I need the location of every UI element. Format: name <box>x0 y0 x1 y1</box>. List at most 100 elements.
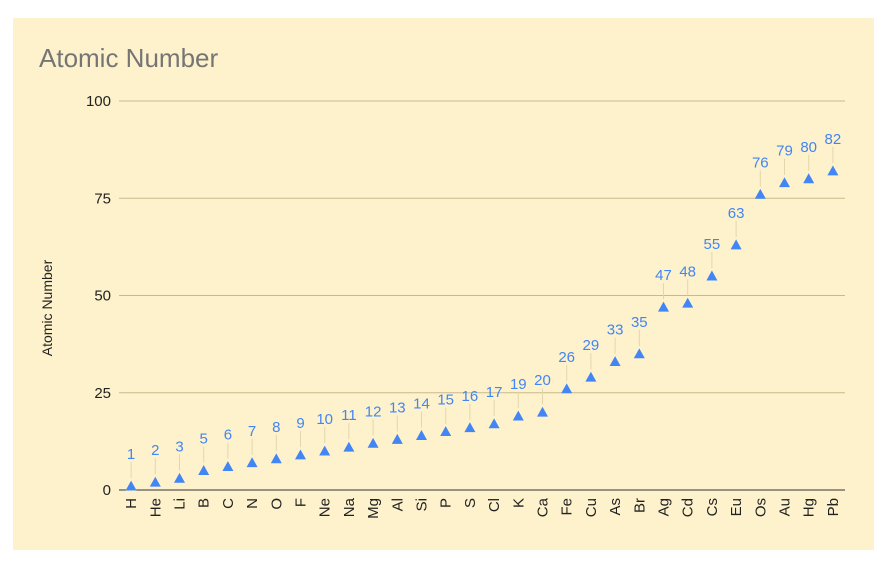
chart-background <box>13 18 874 550</box>
gridlines <box>119 100 845 491</box>
data-point <box>343 441 355 452</box>
data-point <box>658 301 669 312</box>
data-point <box>682 297 694 308</box>
data-point <box>537 406 548 417</box>
data-label: 48 <box>679 263 696 280</box>
x-tick-label: Cl <box>486 498 503 512</box>
x-tick-label: Si <box>414 498 431 511</box>
data-point <box>246 457 258 468</box>
data-label: 76 <box>752 154 769 171</box>
x-tick-label: Al <box>389 498 406 511</box>
data-label: 13 <box>389 399 406 416</box>
x-tick-label: Ne <box>317 498 334 517</box>
data-point <box>706 270 718 281</box>
x-tick-label: Pb <box>825 498 842 516</box>
data-label: 35 <box>631 314 648 331</box>
data-label: 15 <box>437 392 454 409</box>
x-tick-label: Fe <box>559 498 576 516</box>
x-tick-label: Mg <box>365 498 382 519</box>
data-point <box>464 422 476 433</box>
data-point <box>391 433 403 444</box>
data-label: 20 <box>534 372 551 389</box>
chart-title: Atomic Number <box>39 43 218 73</box>
data-label: 29 <box>583 337 600 354</box>
data-point <box>125 480 137 491</box>
data-label: 7 <box>248 423 256 440</box>
data-label: 55 <box>704 236 721 253</box>
data-label: 79 <box>776 143 793 160</box>
data-label: 16 <box>462 388 479 405</box>
y-axis-title: Atomic Number <box>39 259 55 356</box>
data-point <box>488 418 500 429</box>
data-label: 47 <box>655 267 672 284</box>
x-tick-label: N <box>244 498 261 509</box>
data-label: 8 <box>272 419 280 436</box>
y-tick-label: 25 <box>94 385 111 402</box>
data-point <box>149 476 161 487</box>
x-tick-label: As <box>607 498 624 516</box>
data-label: 33 <box>607 322 624 339</box>
data-point <box>609 356 621 367</box>
data-point <box>319 445 331 456</box>
x-tick-label: Eu <box>728 498 745 516</box>
y-tick-label: 100 <box>86 93 111 110</box>
x-tick-label: Cd <box>680 498 697 517</box>
data-label: 14 <box>413 396 430 413</box>
data-point <box>295 449 306 460</box>
data-point <box>222 461 234 472</box>
x-tick-label: Hg <box>801 498 818 517</box>
data-point <box>198 465 210 475</box>
x-tick-label: Os <box>752 498 769 517</box>
data-point <box>827 165 839 176</box>
data-point <box>561 383 573 394</box>
label-leaders <box>130 147 834 479</box>
x-tick-label: O <box>268 498 285 510</box>
data-point <box>730 239 742 250</box>
x-tick-label: S <box>462 498 479 508</box>
data-point <box>367 437 379 448</box>
y-tick-label: 75 <box>94 190 111 207</box>
x-tick-label: P <box>438 498 455 508</box>
y-tick-label: 50 <box>94 288 111 305</box>
x-tick-label: H <box>123 498 140 509</box>
x-axis-ticks: H He Li B C N O F Ne Na Mg Al Si P S Cl K Ca Fe Cu As Br Ag Cd C… <box>123 497 842 518</box>
data-label: 10 <box>316 411 333 428</box>
data-point <box>440 426 452 437</box>
data-point <box>803 173 815 184</box>
x-tick-label: He <box>147 498 164 517</box>
x-tick-label: F <box>293 498 310 507</box>
data-label: 9 <box>296 415 304 432</box>
x-tick-label: Li <box>172 498 189 510</box>
data-label: 2 <box>151 442 159 459</box>
x-tick-label: Au <box>777 498 794 516</box>
data-label: 82 <box>825 131 842 148</box>
x-tick-label: Cu <box>583 498 600 517</box>
data-label: 1 <box>127 446 135 463</box>
y-axis-ticks: 0 25 50 75 100 <box>86 93 111 499</box>
data-point <box>174 472 185 483</box>
x-tick-label: Na <box>341 497 358 517</box>
data-point <box>270 453 282 464</box>
data-label: 80 <box>800 139 817 156</box>
data-label: 6 <box>224 427 232 444</box>
data-label: 11 <box>341 407 357 424</box>
y-tick-label: 0 <box>103 482 111 499</box>
x-tick-label: Ca <box>535 497 552 517</box>
data-label: 17 <box>486 384 503 401</box>
x-tick-label: B <box>196 498 213 508</box>
data-label: 3 <box>175 438 183 455</box>
data-label: 63 <box>728 205 745 222</box>
data-point <box>754 188 766 199</box>
data-point <box>416 430 427 440</box>
data-point <box>633 348 645 359</box>
data-point <box>779 177 790 188</box>
x-tick-label: Cs <box>704 498 721 516</box>
x-tick-label: Br <box>631 498 648 513</box>
data-label: 19 <box>510 376 527 393</box>
data-point <box>512 410 524 421</box>
x-tick-label: K <box>510 498 527 508</box>
x-tick-label: C <box>220 498 237 509</box>
data-point <box>585 371 597 382</box>
